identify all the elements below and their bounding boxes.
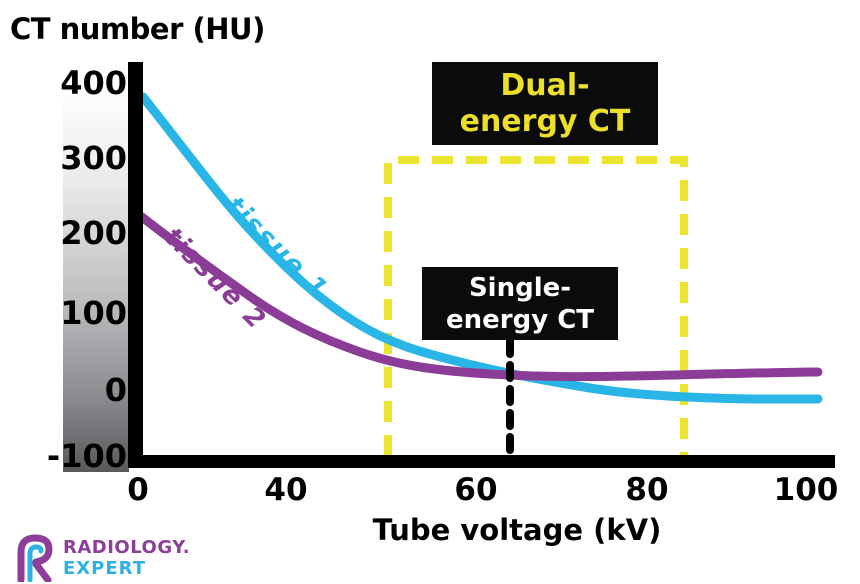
logo-text: RADIOLOGY. EXPERT	[63, 537, 190, 579]
logo-text-radiology: RADIOLOGY.	[63, 537, 191, 558]
dual-energy-label-box: Dual- energy CT	[432, 62, 658, 145]
y-axis-line	[128, 62, 143, 468]
single-energy-label-box: Single- energy CT	[422, 267, 618, 340]
y-tick-400: 400	[60, 64, 127, 102]
y-tick-200: 200	[60, 214, 127, 252]
dual-energy-region-outline	[384, 156, 688, 456]
hu-grayscale-gradient-bar	[63, 88, 129, 472]
radiology-expert-logo: RADIOLOGY. EXPERT	[16, 534, 190, 582]
y-tick-neg100: -100	[46, 437, 127, 475]
x-axis-title: Tube voltage (kV)	[372, 513, 662, 547]
tissue1-curve	[138, 92, 823, 404]
single-energy-label-line2: energy CT	[445, 304, 595, 335]
y-tick-100: 100	[60, 294, 127, 332]
y-tick-300: 300	[60, 139, 127, 177]
x-tick-100: 100	[773, 472, 839, 508]
tissue2-curve	[137, 212, 823, 382]
radiology-expert-logo-icon	[17, 534, 53, 582]
y-tick-0: 0	[104, 371, 127, 409]
x-tick-80: 80	[625, 472, 669, 508]
single-energy-label-line1: Single-	[468, 272, 572, 303]
x-tick-60: 60	[454, 472, 498, 508]
dual-energy-label-line1: Dual-	[500, 67, 590, 103]
x-tick-0: 0	[127, 472, 149, 508]
logo-text-expert: EXPERT	[63, 558, 146, 579]
x-tick-40: 40	[264, 472, 308, 508]
dual-energy-label-line2: energy CT	[459, 103, 631, 139]
chart-title: CT number (HU)	[10, 12, 265, 46]
x-axis-line	[128, 455, 835, 468]
